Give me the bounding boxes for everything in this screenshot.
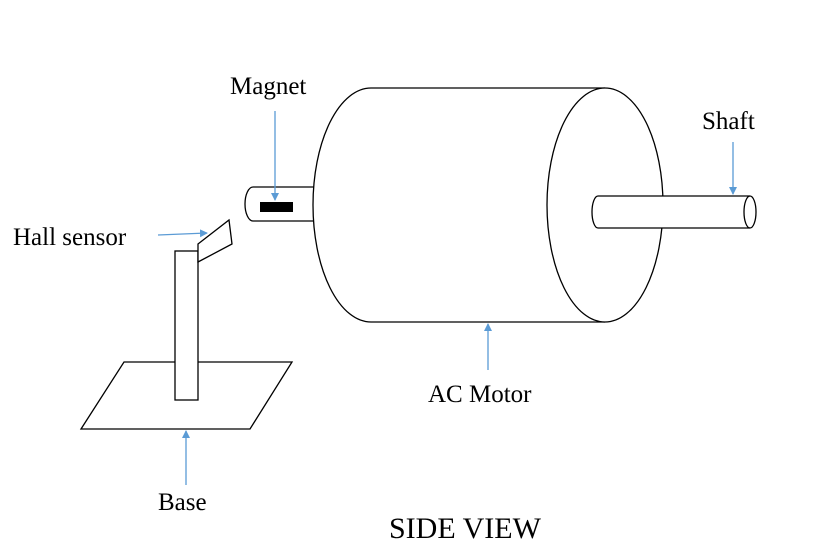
shaft-rear	[592, 196, 664, 228]
shaft	[664, 195, 757, 229]
hall-sensor	[197, 218, 233, 264]
shaft-label: Shaft	[702, 108, 755, 135]
magnet-label: Magnet	[230, 73, 306, 100]
ac-motor-front-face	[546, 87, 606, 323]
shaft-rear-outline	[591, 195, 664, 229]
ac-motor-label: AC Motor	[428, 381, 532, 408]
base-label: Base	[158, 489, 207, 516]
magnet	[260, 202, 293, 212]
hall-sensor-label: Hall sensor	[13, 224, 127, 251]
sensor-stand	[174, 250, 199, 401]
shaft-end-face	[743, 195, 751, 229]
diagram-title: SIDE VIEW	[389, 512, 542, 545]
hall-sensor-arrow	[157, 229, 208, 238]
